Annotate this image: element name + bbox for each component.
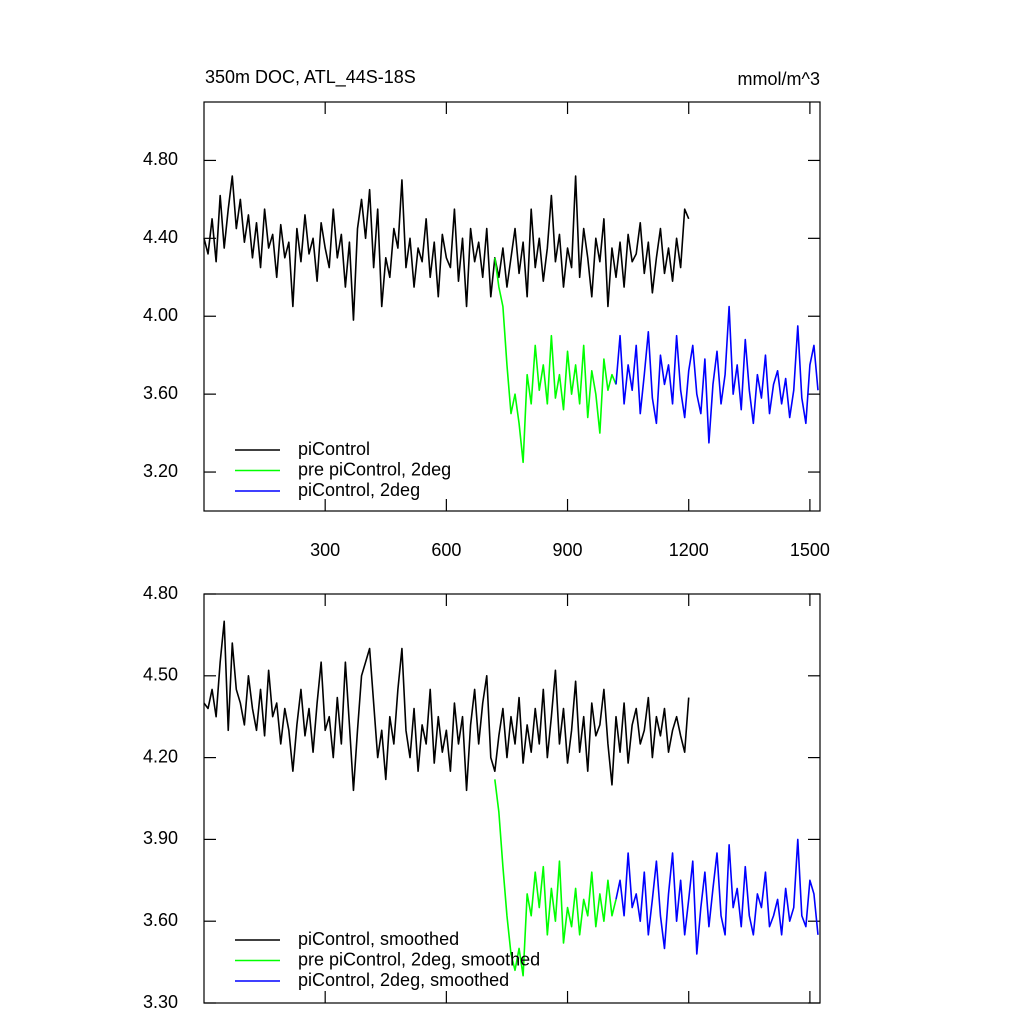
- units-label: mmol/m^3: [738, 69, 820, 89]
- legend-label: piControl, 2deg, smoothed: [298, 970, 509, 990]
- data-line: [203, 175, 690, 321]
- legend-label: piControl, smoothed: [298, 929, 459, 949]
- y-tick-label: 4.20: [143, 746, 178, 766]
- y-tick-label: 4.80: [143, 149, 178, 169]
- legend-label: piControl, 2deg: [298, 480, 420, 500]
- x-tick-label: 300: [310, 540, 340, 560]
- y-tick-label: 4.40: [143, 227, 178, 247]
- y-tick-label: 4.50: [143, 665, 178, 685]
- x-tick-label: 600: [431, 540, 461, 560]
- y-tick-label: 4.00: [143, 305, 178, 325]
- y-tick-label: 3.20: [143, 461, 178, 481]
- x-tick-label: 900: [553, 540, 583, 560]
- legend-label: piControl: [298, 439, 370, 459]
- data-line: [494, 257, 617, 464]
- y-tick-label: 3.60: [143, 910, 178, 930]
- legend-label: pre piControl, 2deg, smoothed: [298, 949, 540, 969]
- y-tick-label: 3.30: [143, 992, 178, 1012]
- legend-label: pre piControl, 2deg: [298, 459, 451, 479]
- data-line: [615, 305, 819, 444]
- y-tick-label: 4.80: [143, 583, 178, 603]
- data-line: [203, 620, 690, 792]
- x-tick-label: 1200: [669, 540, 709, 560]
- y-tick-label: 3.90: [143, 828, 178, 848]
- plot-frame: [203, 101, 821, 512]
- data-line: [494, 779, 617, 977]
- x-tick-label: 1500: [790, 540, 830, 560]
- plot-frame: [203, 593, 821, 1004]
- chart-title: 350m DOC, ATL_44S-18S: [205, 67, 416, 88]
- data-line: [615, 838, 819, 955]
- y-tick-label: 3.60: [143, 383, 178, 403]
